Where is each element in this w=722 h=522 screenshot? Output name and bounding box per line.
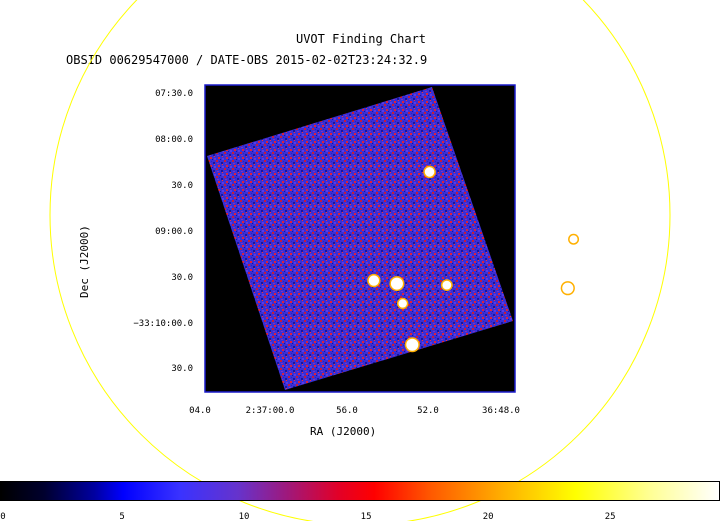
source-star <box>442 280 452 290</box>
source-star <box>406 338 419 351</box>
uvot-exposure-field <box>207 87 513 390</box>
source-star <box>368 275 380 286</box>
dec-tick-label: −33:10:00.0 <box>133 319 193 329</box>
ra-tick-label: 04.0 <box>189 406 211 416</box>
dec-tick-label: 30.0 <box>171 181 193 191</box>
ra-tick-label: 56.0 <box>336 406 358 416</box>
colorbar-tick-label: 10 <box>238 512 250 522</box>
ra-tick-label: 52.0 <box>417 406 439 416</box>
dec-tick-label: 30.0 <box>171 273 193 283</box>
sources-layer <box>367 165 580 353</box>
dec-tick-label: 07:30.0 <box>155 89 193 99</box>
colorbar-tick-label: 20 <box>482 512 494 522</box>
ra-tick-label: 36:48.0 <box>482 406 520 416</box>
source-star <box>424 167 435 177</box>
dec-tick-label: 09:00.0 <box>155 227 193 237</box>
colorbar-tick-label: 0 <box>0 512 6 522</box>
source-star <box>562 282 574 294</box>
dec-tick-label: 30.0 <box>171 364 193 374</box>
source-star <box>390 277 403 290</box>
plot-frame <box>204 84 516 393</box>
field-circle <box>49 0 671 521</box>
colorbar-tick-label: 5 <box>119 512 125 522</box>
dec-tick-label: 08:00.0 <box>155 135 193 145</box>
chart-title: UVOT Finding Chart <box>295 32 427 46</box>
source-star <box>569 235 578 244</box>
colorbar <box>0 481 720 501</box>
colorbar-tick-label: 25 <box>604 512 616 522</box>
dec-axis-label: Dec (J2000) <box>78 225 91 298</box>
chart-subtitle: OBSID 00629547000 / DATE-OBS 2015-02-02T… <box>66 53 428 67</box>
ra-axis-label: RA (J2000) <box>310 425 377 438</box>
ra-tick-label: 2:37:00.0 <box>245 406 295 416</box>
source-star <box>398 299 407 308</box>
colorbar-tick-label: 15 <box>360 512 372 522</box>
